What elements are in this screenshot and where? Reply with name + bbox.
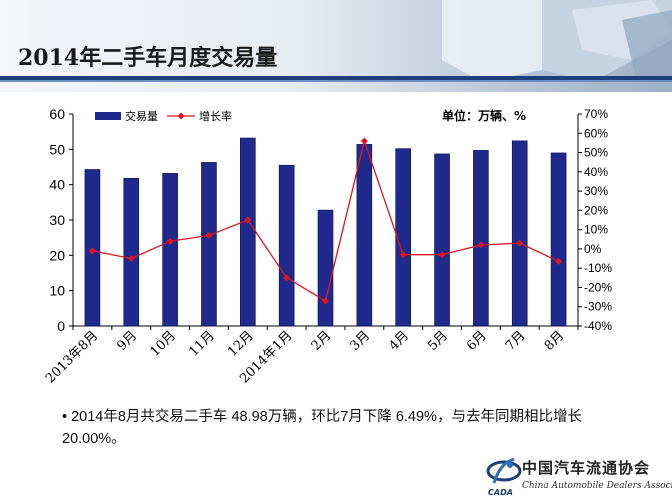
x-tick-label: 7月 [503,328,529,354]
left-tick-label: 30 [49,212,65,228]
bar-7 [317,209,334,327]
growth-point-11 [477,241,485,249]
right-tick-label: 70% [584,107,608,121]
growth-point-5 [244,216,252,224]
growth-point-6 [283,274,291,282]
growth-point-1 [88,247,96,255]
x-tick-label: 10月 [147,328,178,359]
right-tick-label: 40% [584,165,608,179]
bar-4 [201,162,217,327]
right-tick-label: 0% [584,242,602,256]
x-tick-label: 2013年8月 [43,328,101,386]
bar-3 [162,173,178,327]
x-tick-label: 2月 [309,328,335,354]
right-tick-label: -40% [584,319,612,333]
title-divider [0,76,672,80]
bar-11 [473,150,489,327]
growth-point-2 [127,255,135,263]
right-tick-label: 50% [584,146,608,160]
bar-9 [395,148,411,327]
right-tick-label: 30% [584,184,608,198]
right-tick-label: -30% [584,300,612,314]
growth-point-8 [360,137,368,145]
right-tick-label: -10% [584,261,612,275]
title-divider-accent [0,80,672,82]
x-tick-label: 12月 [225,328,256,359]
bar-10 [434,153,450,327]
bar-8 [356,144,373,327]
x-tick-label: 11月 [186,328,217,359]
unit-label: 单位：万辆、% [442,108,526,123]
left-tick-label: 20 [49,247,65,263]
legend-label-line: 增长率 [199,109,232,123]
legend-marker-line [177,112,185,120]
legend-swatch-bars [95,112,121,120]
x-tick-label: 9月 [114,328,140,354]
logo-name-cn: 中国汽车流通协会 [522,459,651,477]
left-tick-label: 50 [49,141,65,157]
legend-label-bars: 交易量 [125,109,158,123]
x-tick-label: 5月 [425,328,451,354]
bar-13 [550,152,567,327]
bar-12 [511,140,528,327]
left-tick-label: 10 [49,283,65,299]
growth-point-3 [166,237,174,245]
right-tick-label: 10% [584,223,608,237]
right-tick-label: 20% [584,203,608,217]
summary-text: • 2014年8月共交易二手车 48.98万辆，环比7月下降 6.49%，与去年… [62,409,582,447]
growth-point-13 [555,257,563,265]
growth-point-4 [205,231,213,239]
left-tick-label: 40 [49,177,65,193]
cada-emblem-icon [486,457,522,484]
growth-point-9 [399,251,407,259]
bar-6 [278,164,295,327]
cada-logo: CADA 中国汽车流通协会 China Automobile Dealers A… [484,455,672,501]
bar-5 [240,137,256,327]
page-title: 2014年二手车月度交易量 [18,45,278,71]
growth-point-10 [438,251,446,259]
right-tick-label: -20% [584,280,612,294]
logo-name-en: China Automobile Dealers Association [522,481,672,491]
left-tick-label: 0 [57,318,65,334]
chart: 0 10 20 30 40 50 60 -40% -30% -20% -10% 0% 10% 20% 30%… [43,106,612,386]
logo-abbreviation: CADA [488,488,513,497]
header-decoration [442,0,672,82]
growth-point-7 [322,297,329,305]
x-tick-label: 3月 [348,328,374,354]
left-tick-label: 60 [49,106,65,122]
x-tick-label: 6月 [464,328,490,354]
x-tick-label: 8月 [542,328,568,354]
growth-point-12 [516,239,524,247]
bar-2 [123,178,140,327]
right-tick-label: 60% [584,126,608,140]
x-tick-label: 4月 [386,328,412,354]
